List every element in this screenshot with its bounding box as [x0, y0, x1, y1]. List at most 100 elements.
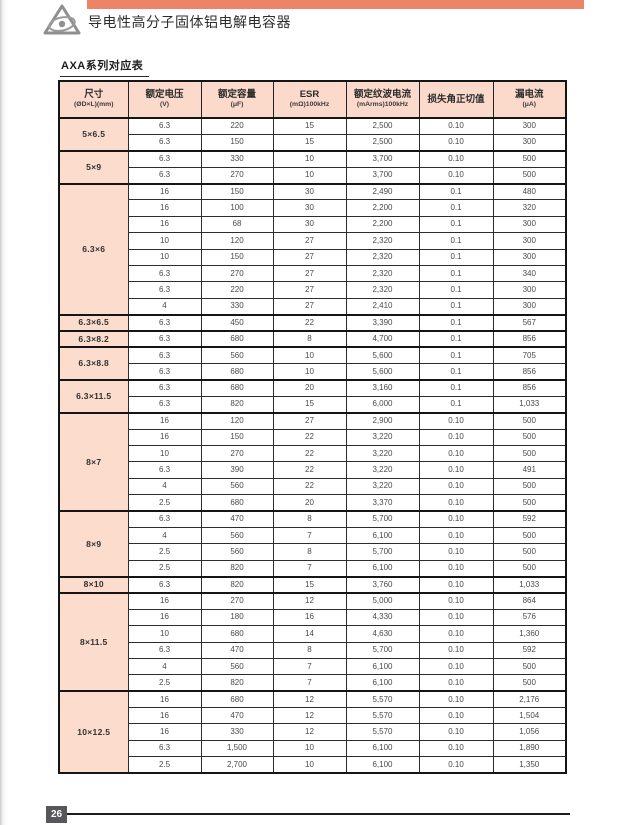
- table-cell: 7: [272, 674, 347, 692]
- table-cell: 15: [272, 133, 347, 152]
- size-cell: 10×12.5: [58, 690, 129, 774]
- table-cell: 680: [200, 690, 274, 709]
- table-cell: 27: [272, 281, 347, 299]
- table-cell: 5,700: [345, 641, 420, 659]
- table-cell: 10: [272, 346, 347, 365]
- table-cell: 16: [127, 706, 202, 725]
- spec-table-head: 尺寸 (ØD×L)(mm) 额定电压 (V) 额定容量 (μF) ESR (mΩ)100kHz…: [58, 80, 567, 119]
- table-cell: 22: [272, 477, 347, 496]
- table-cell: 820: [200, 395, 274, 414]
- column-header: 漏电流 (μA): [492, 80, 567, 119]
- table-cell: 16: [127, 591, 202, 610]
- column-header: 额定纹波电流 (mArms)100kHz: [345, 80, 420, 119]
- table-cell: 0.1: [418, 281, 494, 299]
- table-cell: 0.1: [418, 215, 494, 234]
- table-cell: 150: [200, 182, 274, 201]
- table-cell: 0.10: [418, 494, 494, 512]
- table-cell: 270: [200, 591, 274, 610]
- table-cell: 6.3: [127, 378, 202, 397]
- table-cell: 5,570: [345, 706, 420, 725]
- table-cell: 100: [200, 199, 274, 217]
- table-cell: 6,100: [345, 526, 420, 545]
- table-cell: 300: [492, 297, 567, 316]
- table-cell: 6.3: [127, 329, 202, 348]
- table-cell: 0.10: [418, 591, 494, 610]
- table-cell: 16: [127, 411, 202, 430]
- table-cell: 705: [492, 346, 567, 365]
- table-cell: 330: [200, 723, 274, 741]
- table-cell: 6,100: [345, 657, 420, 676]
- table-cell: 0.10: [418, 559, 494, 578]
- table-cell: 5,570: [345, 690, 420, 709]
- table-cell: 4,700: [345, 329, 420, 348]
- column-header: 额定容量 (μF): [200, 80, 274, 119]
- table-cell: 270: [200, 264, 274, 283]
- table-cell: 0.10: [418, 461, 494, 479]
- table-cell: 0.1: [418, 378, 494, 397]
- table-cell: 0.10: [418, 526, 494, 545]
- table-cell: 5,600: [345, 363, 420, 381]
- table-cell: 470: [200, 641, 274, 659]
- table-cell: 500: [492, 559, 567, 578]
- table-cell: 300: [492, 281, 567, 299]
- table-cell: 330: [200, 149, 274, 168]
- table-cell: 0.10: [418, 657, 494, 676]
- table-cell: 320: [492, 199, 567, 217]
- table-cell: 500: [492, 494, 567, 512]
- table-cell: 0.10: [418, 674, 494, 692]
- table-cell: 864: [492, 591, 567, 610]
- table-cell: 820: [200, 674, 274, 692]
- table-cell: 30: [272, 182, 347, 201]
- table-cell: 0.10: [418, 608, 494, 627]
- table-cell: 2.5: [127, 559, 202, 578]
- table-cell: 0.10: [418, 428, 494, 447]
- table-cell: 8: [272, 543, 347, 561]
- table-cell: 3,220: [345, 428, 420, 447]
- table-cell: 576: [492, 608, 567, 627]
- spec-table-wrap: 尺寸 (ØD×L)(mm) 额定电压 (V) 额定容量 (μF) ESR (mΩ)100kHz…: [58, 80, 567, 774]
- table-cell: 1,360: [492, 625, 567, 643]
- size-cell: 5×6.5: [58, 117, 129, 152]
- table-cell: 220: [200, 281, 274, 299]
- table-cell: 6.3: [127, 116, 202, 135]
- table-cell: 6,100: [345, 674, 420, 692]
- table-cell: 0.10: [418, 575, 494, 594]
- table-cell: 3,700: [345, 149, 420, 168]
- table-cell: 27: [272, 411, 347, 430]
- table-cell: 500: [492, 166, 567, 185]
- table-cell: 0.10: [418, 706, 494, 725]
- table-cell: 10: [272, 166, 347, 185]
- table-cell: 3,220: [345, 444, 420, 463]
- table-cell: 2.5: [127, 543, 202, 561]
- table-cell: 5,570: [345, 723, 420, 741]
- table-cell: 120: [200, 411, 274, 430]
- table-cell: 7: [272, 559, 347, 578]
- table-cell: 0.10: [418, 690, 494, 709]
- table-cell: 4: [127, 657, 202, 676]
- table-cell: 10: [272, 149, 347, 168]
- table-cell: 2.5: [127, 756, 202, 774]
- table-cell: 560: [200, 526, 274, 545]
- table-cell: 340: [492, 264, 567, 283]
- table-cell: 500: [492, 444, 567, 463]
- table-cell: 680: [200, 378, 274, 397]
- header-accent-bar: [87, 0, 584, 9]
- table-cell: 0.1: [418, 248, 494, 266]
- table-cell: 0.1: [418, 297, 494, 316]
- company-logo-icon: [43, 4, 81, 35]
- table-cell: 6.3: [127, 346, 202, 365]
- table-cell: 10: [127, 625, 202, 643]
- column-header: 额定电压 (V): [127, 80, 202, 119]
- table-cell: 450: [200, 313, 274, 332]
- table-cell: 500: [492, 477, 567, 496]
- table-cell: 0.10: [418, 756, 494, 774]
- table-cell: 567: [492, 313, 567, 332]
- table-cell: 2,500: [345, 116, 420, 135]
- size-cell: 8×7: [58, 411, 129, 512]
- table-cell: 680: [200, 494, 274, 512]
- table-cell: 0.10: [418, 625, 494, 643]
- table-cell: 2,176: [492, 690, 567, 709]
- table-cell: 2,500: [345, 133, 420, 152]
- table-cell: 592: [492, 641, 567, 659]
- table-cell: 15: [272, 575, 347, 594]
